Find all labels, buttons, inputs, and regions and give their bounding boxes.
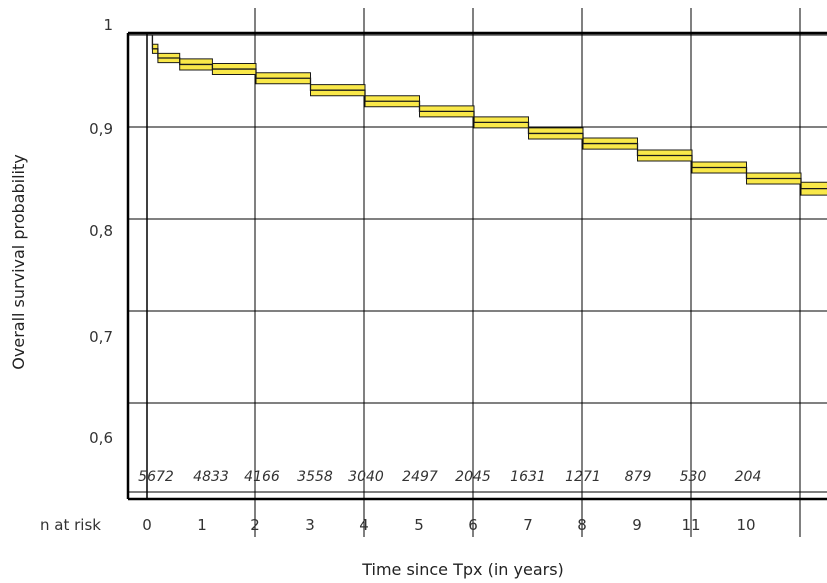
confidence-band-layer [147,35,827,196]
y-tick-label: 0,6 [89,429,113,447]
x-axis-label: Time since Tpx (in years) [361,560,564,579]
n-at-risk-value: 530 [680,469,707,485]
n-at-risk-row: 5672 4833 4166 3558 3040 2497 2045 1631 1271 879 5… [138,469,761,485]
y-tick-label: 0,7 [89,328,113,346]
x-tick-label: 2 [250,516,260,534]
y-tick-label: 1 [103,16,113,34]
n-at-risk-value: 3558 [297,469,333,485]
x-tick-label: 10 [736,516,755,534]
survival-curve [147,34,827,190]
x-tick-label: 11 [681,516,700,534]
n-at-risk-value: 4833 [193,469,229,485]
n-at-risk-value: 879 [625,469,652,485]
n-at-risk-value: 5672 [138,469,174,485]
x-tick-labels: 0 1 2 3 4 5 6 7 8 9 11 10 [142,516,755,534]
y-tick-labels: 1 0,9 0,8 0,7 0,6 [89,16,113,447]
n-at-risk-value: 1631 [510,469,546,485]
y-tick-label: 0,9 [89,120,113,138]
x-tick-label: 1 [197,516,207,534]
n-at-risk-value: 2497 [402,469,438,485]
x-tick-label: 9 [632,516,642,534]
n-at-risk-value: 204 [735,469,762,485]
grid-lines [128,8,827,537]
n-at-risk-value: 3040 [348,469,384,485]
y-tick-label: 0,8 [89,222,113,240]
x-tick-label: 3 [305,516,315,534]
x-tick-label: 4 [359,516,369,534]
y-axis-label: Overall survival probability [9,154,28,369]
lower-ci-line [147,34,827,196]
x-tick-label: 8 [577,516,587,534]
x-tick-label: 5 [414,516,424,534]
x-tick-label: 0 [142,516,152,534]
upper-ci-line [147,34,827,183]
confidence-band [147,35,827,196]
n-at-risk-value: 2045 [455,469,491,485]
n-at-risk-value: 1271 [565,469,601,485]
x-tick-label: 6 [468,516,478,534]
x-tick-label: 7 [523,516,533,534]
n-at-risk-value: 4166 [244,469,280,485]
risk-label: n at risk [40,516,101,534]
plot-frame [126,31,827,501]
survival-curve-layer [147,34,827,196]
